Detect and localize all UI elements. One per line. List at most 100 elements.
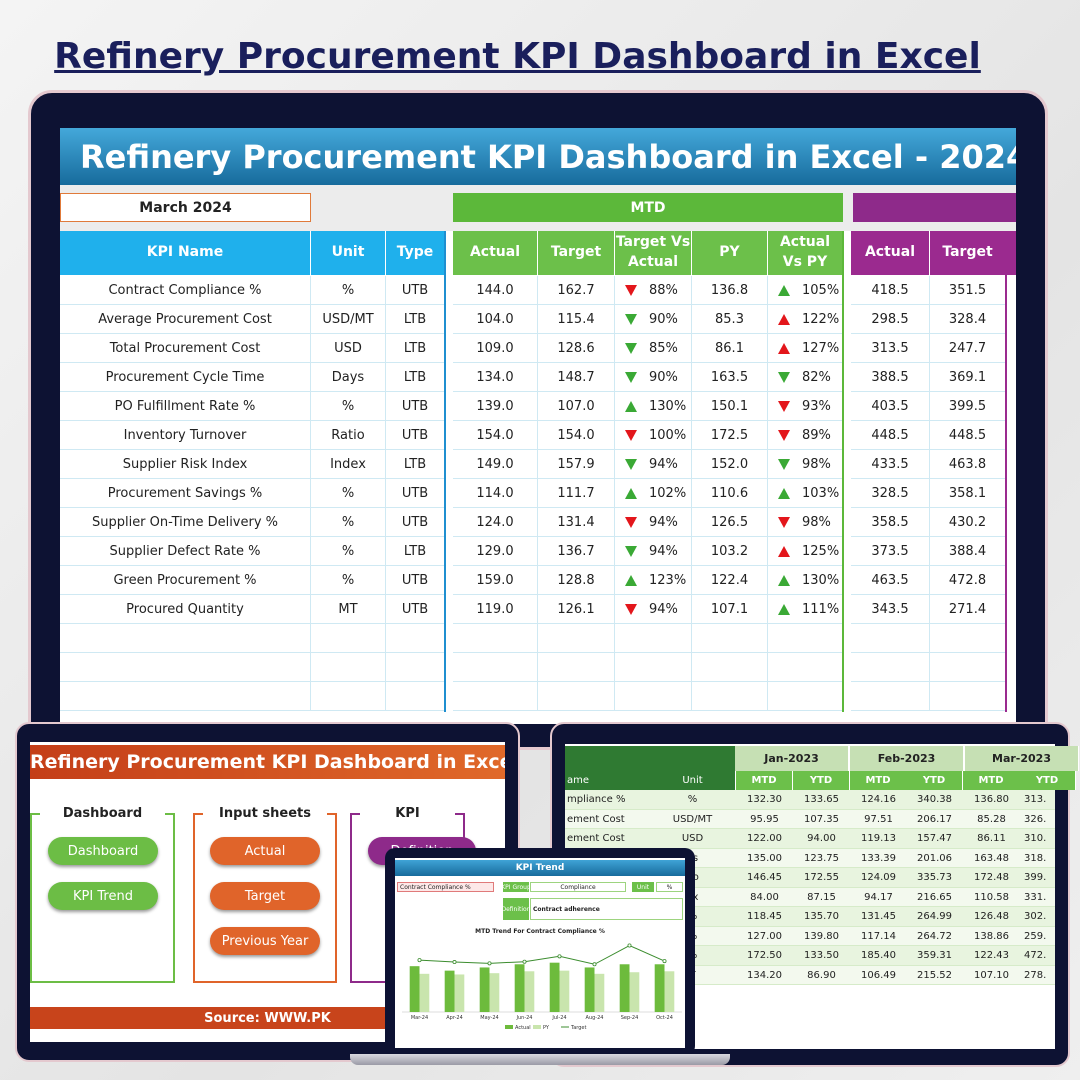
- sheet-cell: 118.45: [747, 911, 782, 923]
- percent: 130%: [649, 398, 687, 414]
- bar: [514, 964, 525, 1012]
- month-header: Feb-2023: [850, 746, 964, 771]
- sheet-cell: 359.31: [917, 950, 952, 962]
- month-box: March 2024: [60, 193, 311, 222]
- bar: [454, 974, 465, 1012]
- nav-button[interactable]: KPI Trend: [48, 882, 158, 910]
- bar: [559, 970, 570, 1012]
- nav-button[interactable]: Previous Year: [210, 927, 320, 955]
- compare-cell: 102%: [615, 479, 692, 508]
- line-marker: [592, 962, 597, 967]
- compare-cell: 85%: [615, 334, 692, 363]
- panel-title: Refinery Procurement KPI Dashboard in Ex…: [30, 745, 505, 779]
- table-cell: 154.0: [538, 421, 615, 450]
- table-cell: 124.0: [453, 508, 538, 537]
- grid-cell: [615, 682, 692, 711]
- table-cell: 154.0: [453, 421, 538, 450]
- sheet-cell: 97.51: [864, 813, 893, 825]
- table-cell: 122.4: [692, 566, 768, 595]
- sheet-cell: USD/MT: [672, 813, 713, 825]
- grid-cell: [851, 624, 930, 653]
- line-marker: [557, 954, 562, 959]
- table-cell: 433.5: [851, 450, 930, 479]
- sheet-cell: 310.: [1024, 833, 1047, 845]
- header-cell: Type: [386, 231, 445, 275]
- sheet-cell: 119.13: [861, 833, 896, 845]
- line-marker: [522, 959, 527, 964]
- header-cell: Target Vs Actual: [615, 231, 692, 275]
- grid-cell: [851, 682, 930, 711]
- table-cell: 403.5: [851, 392, 930, 421]
- x-tick-label: Aug-24: [586, 1015, 604, 1021]
- table-cell: USD: [311, 334, 386, 363]
- sheet-cell: 138.86: [974, 930, 1009, 942]
- percent: 130%: [802, 572, 840, 588]
- bar: [409, 966, 420, 1012]
- sheet-cell: ement Cost: [567, 813, 625, 825]
- table-cell: 136.8: [692, 276, 768, 305]
- sheet-cell: 216.65: [917, 891, 952, 903]
- table-cell: 152.0: [692, 450, 768, 479]
- grid-cell: [692, 653, 768, 682]
- laptop-base: [350, 1054, 730, 1065]
- table-cell: 86.1: [692, 334, 768, 363]
- line-marker: [417, 958, 422, 963]
- table-cell: Ratio: [311, 421, 386, 450]
- table-cell: Procured Quantity: [60, 595, 311, 624]
- table-cell: 388.5: [851, 363, 930, 392]
- page-title: Refinery Procurement KPI Dashboard in Ex…: [54, 35, 981, 77]
- line: [419, 944, 665, 965]
- nav-button[interactable]: Target: [210, 882, 320, 910]
- percent: 103%: [802, 485, 840, 501]
- header-cell: Actual: [453, 231, 538, 275]
- sheet-cell: 87.15: [807, 891, 836, 903]
- grid-cell: [311, 682, 386, 711]
- arrow-up: [778, 342, 790, 354]
- arrow-down: [625, 545, 637, 557]
- arrow-up: [778, 603, 790, 615]
- sheet-cell: 133.39: [861, 852, 896, 864]
- table-cell: 163.5: [692, 363, 768, 392]
- sub-header: YTD: [1019, 771, 1076, 790]
- arrow-down: [625, 516, 637, 528]
- table-cell: 150.1: [692, 392, 768, 421]
- arrow-down: [625, 342, 637, 354]
- percent: 111%: [802, 601, 840, 617]
- table-cell: 136.7: [538, 537, 615, 566]
- line-marker: [487, 961, 492, 966]
- chart-title: MTD Trend For Contract Compliance %: [475, 927, 605, 935]
- arrow-down: [625, 284, 637, 296]
- bar: [594, 973, 605, 1012]
- table-cell: 126.1: [538, 595, 615, 624]
- sheet-cell: 123.75: [804, 852, 839, 864]
- percent: 98%: [802, 514, 831, 530]
- sub-header: MTD: [736, 771, 793, 790]
- table-cell: 103.2: [692, 537, 768, 566]
- arrow-up: [625, 574, 637, 586]
- table-cell: 131.4: [538, 508, 615, 537]
- sheet-cell: 163.48: [974, 852, 1009, 864]
- x-tick-label: Apr-24: [446, 1015, 463, 1021]
- table-cell: 111.7: [538, 479, 615, 508]
- legend-label: Actual: [515, 1025, 531, 1031]
- sheet-cell: 259.: [1024, 930, 1047, 942]
- legend-swatch: [533, 1025, 541, 1029]
- arrow-up: [778, 487, 790, 499]
- percent: 98%: [802, 456, 831, 472]
- grid-cell: [692, 624, 768, 653]
- dashboard-title: Refinery Procurement KPI Dashboard in Ex…: [60, 128, 1016, 185]
- table-cell: Days: [311, 363, 386, 392]
- ytd-border: [1005, 231, 1007, 712]
- table-cell: %: [311, 537, 386, 566]
- percent: 90%: [649, 311, 678, 327]
- nav-button[interactable]: Dashboard: [48, 837, 158, 865]
- grid-cell: [851, 653, 930, 682]
- percent: 93%: [802, 398, 831, 414]
- bar: [419, 973, 430, 1012]
- legend-swatch: [505, 1025, 513, 1029]
- nav-button[interactable]: Actual: [210, 837, 320, 865]
- sheet-cell: 107.10: [974, 969, 1009, 981]
- table-cell: USD/MT: [311, 305, 386, 334]
- sheet-cell: mpliance %: [567, 794, 626, 806]
- table-cell: 418.5: [851, 276, 930, 305]
